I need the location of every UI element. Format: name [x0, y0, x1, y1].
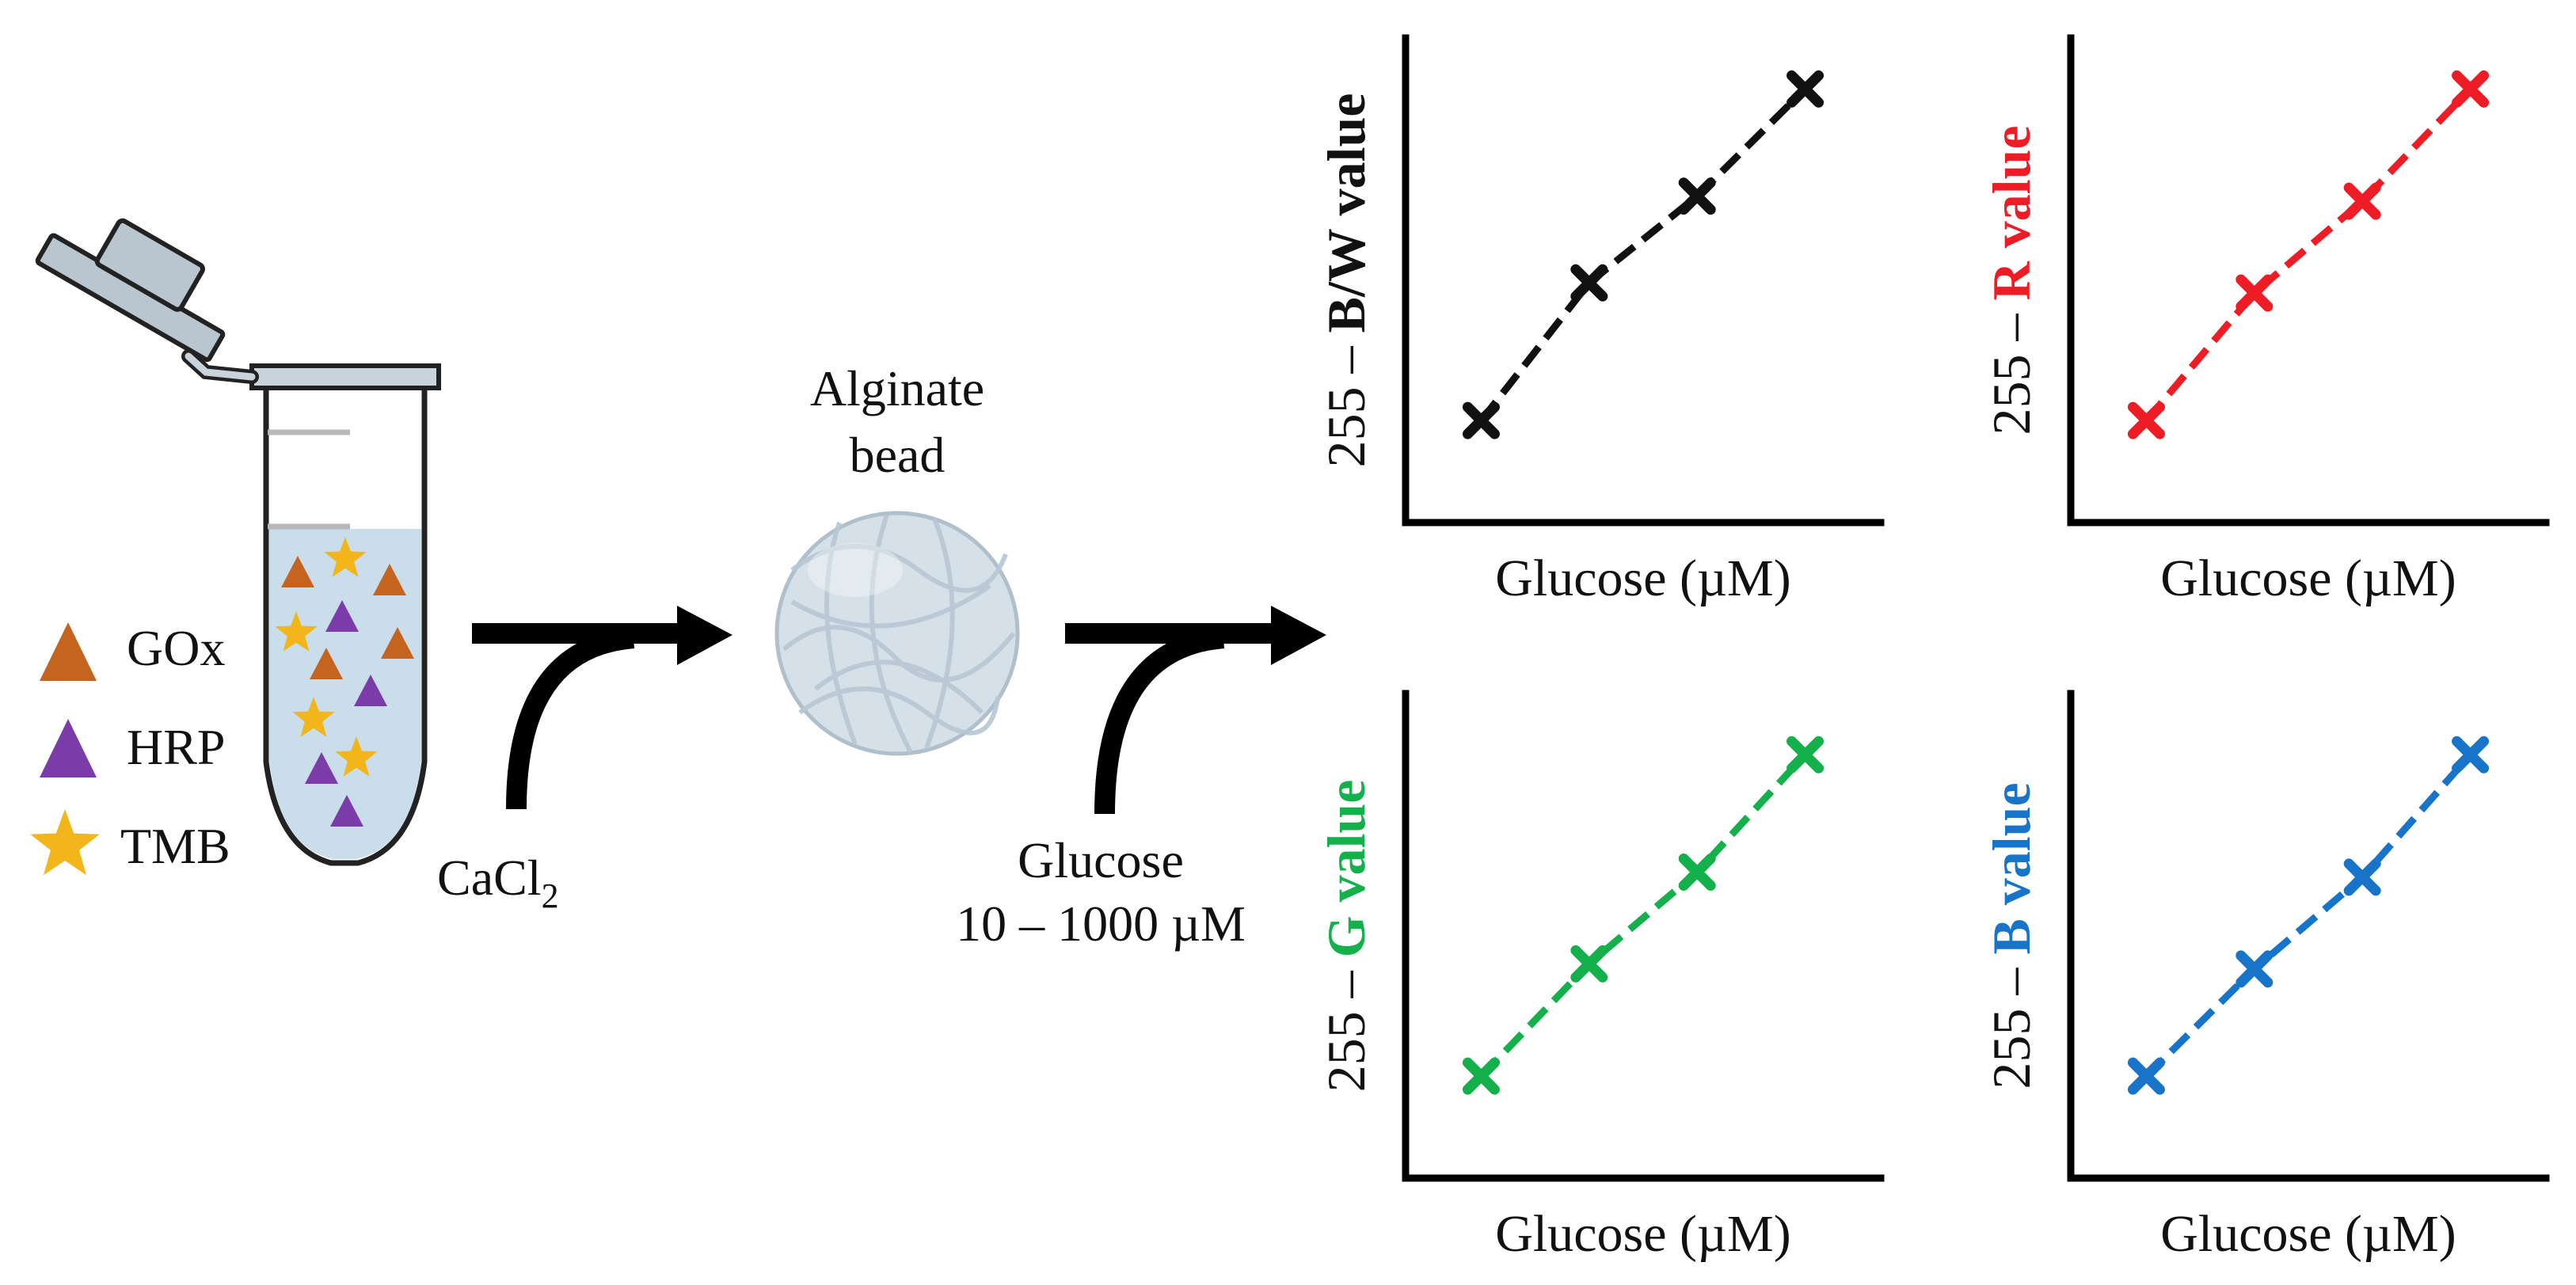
data-point — [1462, 401, 1500, 439]
legend-item-hrp: HRP — [40, 719, 226, 777]
arrow-2-head — [1271, 606, 1326, 665]
x-axis-label: Glucose (µM) — [2160, 1205, 2456, 1263]
hrp-triangle-icon — [330, 795, 363, 827]
data-point — [1570, 945, 1608, 983]
y-axis-label-channel: B/W value — [1316, 93, 1376, 333]
microcentrifuge-tube — [35, 218, 441, 866]
bead-highlight — [808, 543, 903, 597]
tube-molecules — [275, 537, 414, 827]
y-axis-label-channel: B value — [1981, 782, 2041, 954]
legend-label-tmb: TMB — [120, 818, 230, 874]
data-point — [2127, 1057, 2165, 1095]
data-point — [2127, 401, 2165, 439]
data-point — [2452, 70, 2490, 108]
series-line — [1478, 86, 1808, 423]
reagent-label-cacl2: CaCl2 — [437, 850, 559, 915]
arrow-1-stem — [506, 628, 635, 810]
data-point — [1570, 264, 1608, 302]
y-axis-label-prefix: 255 – — [1981, 301, 2041, 435]
arrow-2-stem — [1094, 628, 1225, 815]
step-arrow-1 — [472, 606, 732, 810]
chart-axes — [2067, 690, 2550, 1182]
tmb-star-icon — [292, 697, 335, 737]
gox-triangle-icon — [373, 564, 406, 595]
tube-liquid — [269, 529, 421, 859]
tube-rim — [249, 363, 441, 390]
tmb-star-icon — [324, 537, 367, 577]
y-axis-label: 255 – G value — [1316, 780, 1376, 1093]
arrow-1-head — [677, 606, 732, 665]
data-point — [2343, 182, 2381, 220]
bead-label-line2: bead — [850, 427, 946, 483]
hrp-triangle-icon — [40, 719, 97, 777]
chart-axes — [2067, 34, 2550, 527]
data-point — [1678, 853, 1716, 891]
data-point — [2235, 950, 2274, 988]
tmb-star-icon — [335, 736, 378, 777]
legend: GOx HRP TMB — [30, 620, 230, 876]
glucose-step-label-line1: Glucose — [1018, 832, 1184, 888]
series-line — [2144, 86, 2473, 424]
y-axis-label: 255 – B value — [1981, 782, 2041, 1089]
legend-label-gox: GOx — [127, 620, 225, 676]
data-point — [1678, 177, 1716, 215]
chart-axes — [1402, 34, 1885, 527]
data-point — [1462, 1057, 1500, 1095]
x-axis-label: Glucose (µM) — [1495, 1205, 1790, 1263]
gox-triangle-icon — [381, 627, 414, 659]
bead-label-line1: Alginate — [810, 360, 984, 416]
tmb-star-icon — [275, 611, 318, 652]
y-axis-label-channel: R value — [1981, 126, 2041, 301]
x-axis-label: Glucose (µM) — [2160, 549, 2456, 607]
chart-1: Glucose (µM) 255 – B/W value — [1316, 34, 1885, 607]
data-point — [2452, 736, 2490, 774]
tmb-star-icon — [30, 809, 100, 876]
legend-item-tmb: TMB — [30, 809, 230, 876]
step-arrow-2 — [1065, 606, 1326, 815]
gox-triangle-icon — [310, 648, 343, 679]
bead-polymer-network — [782, 514, 1016, 754]
legend-item-gox: GOx — [40, 620, 225, 681]
series-line — [1478, 752, 1808, 1079]
gox-triangle-icon — [281, 556, 314, 587]
chart-4: Glucose (µM) 255 – B value — [1981, 690, 2550, 1263]
tube-body — [263, 385, 428, 866]
series-line — [2144, 752, 2473, 1079]
chart-3: Glucose (µM) 255 – G value — [1316, 690, 1885, 1263]
alginate-bead — [774, 511, 1020, 756]
y-axis-label: 255 – R value — [1981, 126, 2041, 435]
legend-label-hrp: HRP — [127, 719, 226, 775]
chart-axes — [1402, 690, 1885, 1182]
data-point — [1786, 70, 1825, 108]
y-axis-label-prefix: 255 – — [1316, 333, 1376, 467]
data-point — [2235, 274, 2274, 312]
y-axis-label-prefix: 255 – — [1316, 957, 1376, 1092]
y-axis-label: 255 – B/W value — [1316, 93, 1376, 468]
hrp-triangle-icon — [354, 675, 387, 706]
gox-triangle-icon — [40, 622, 97, 681]
calibration-charts: Glucose (µM) 255 – B/W value Glucose (µM) 2… — [1316, 34, 2550, 1263]
data-point — [1786, 736, 1825, 774]
y-axis-label-prefix: 255 – — [1981, 955, 2041, 1089]
x-axis-label: Glucose (µM) — [1495, 549, 1790, 607]
hrp-triangle-icon — [325, 600, 359, 632]
tube-lid-cap — [94, 218, 205, 312]
glucose-step-label-line2: 10 – 1000 µM — [956, 895, 1246, 952]
data-point — [2343, 858, 2381, 896]
hrp-triangle-icon — [305, 752, 338, 784]
y-axis-label-channel: G value — [1316, 780, 1376, 958]
tube-hinge — [185, 352, 256, 381]
chart-2: Glucose (µM) 255 – R value — [1981, 34, 2550, 607]
